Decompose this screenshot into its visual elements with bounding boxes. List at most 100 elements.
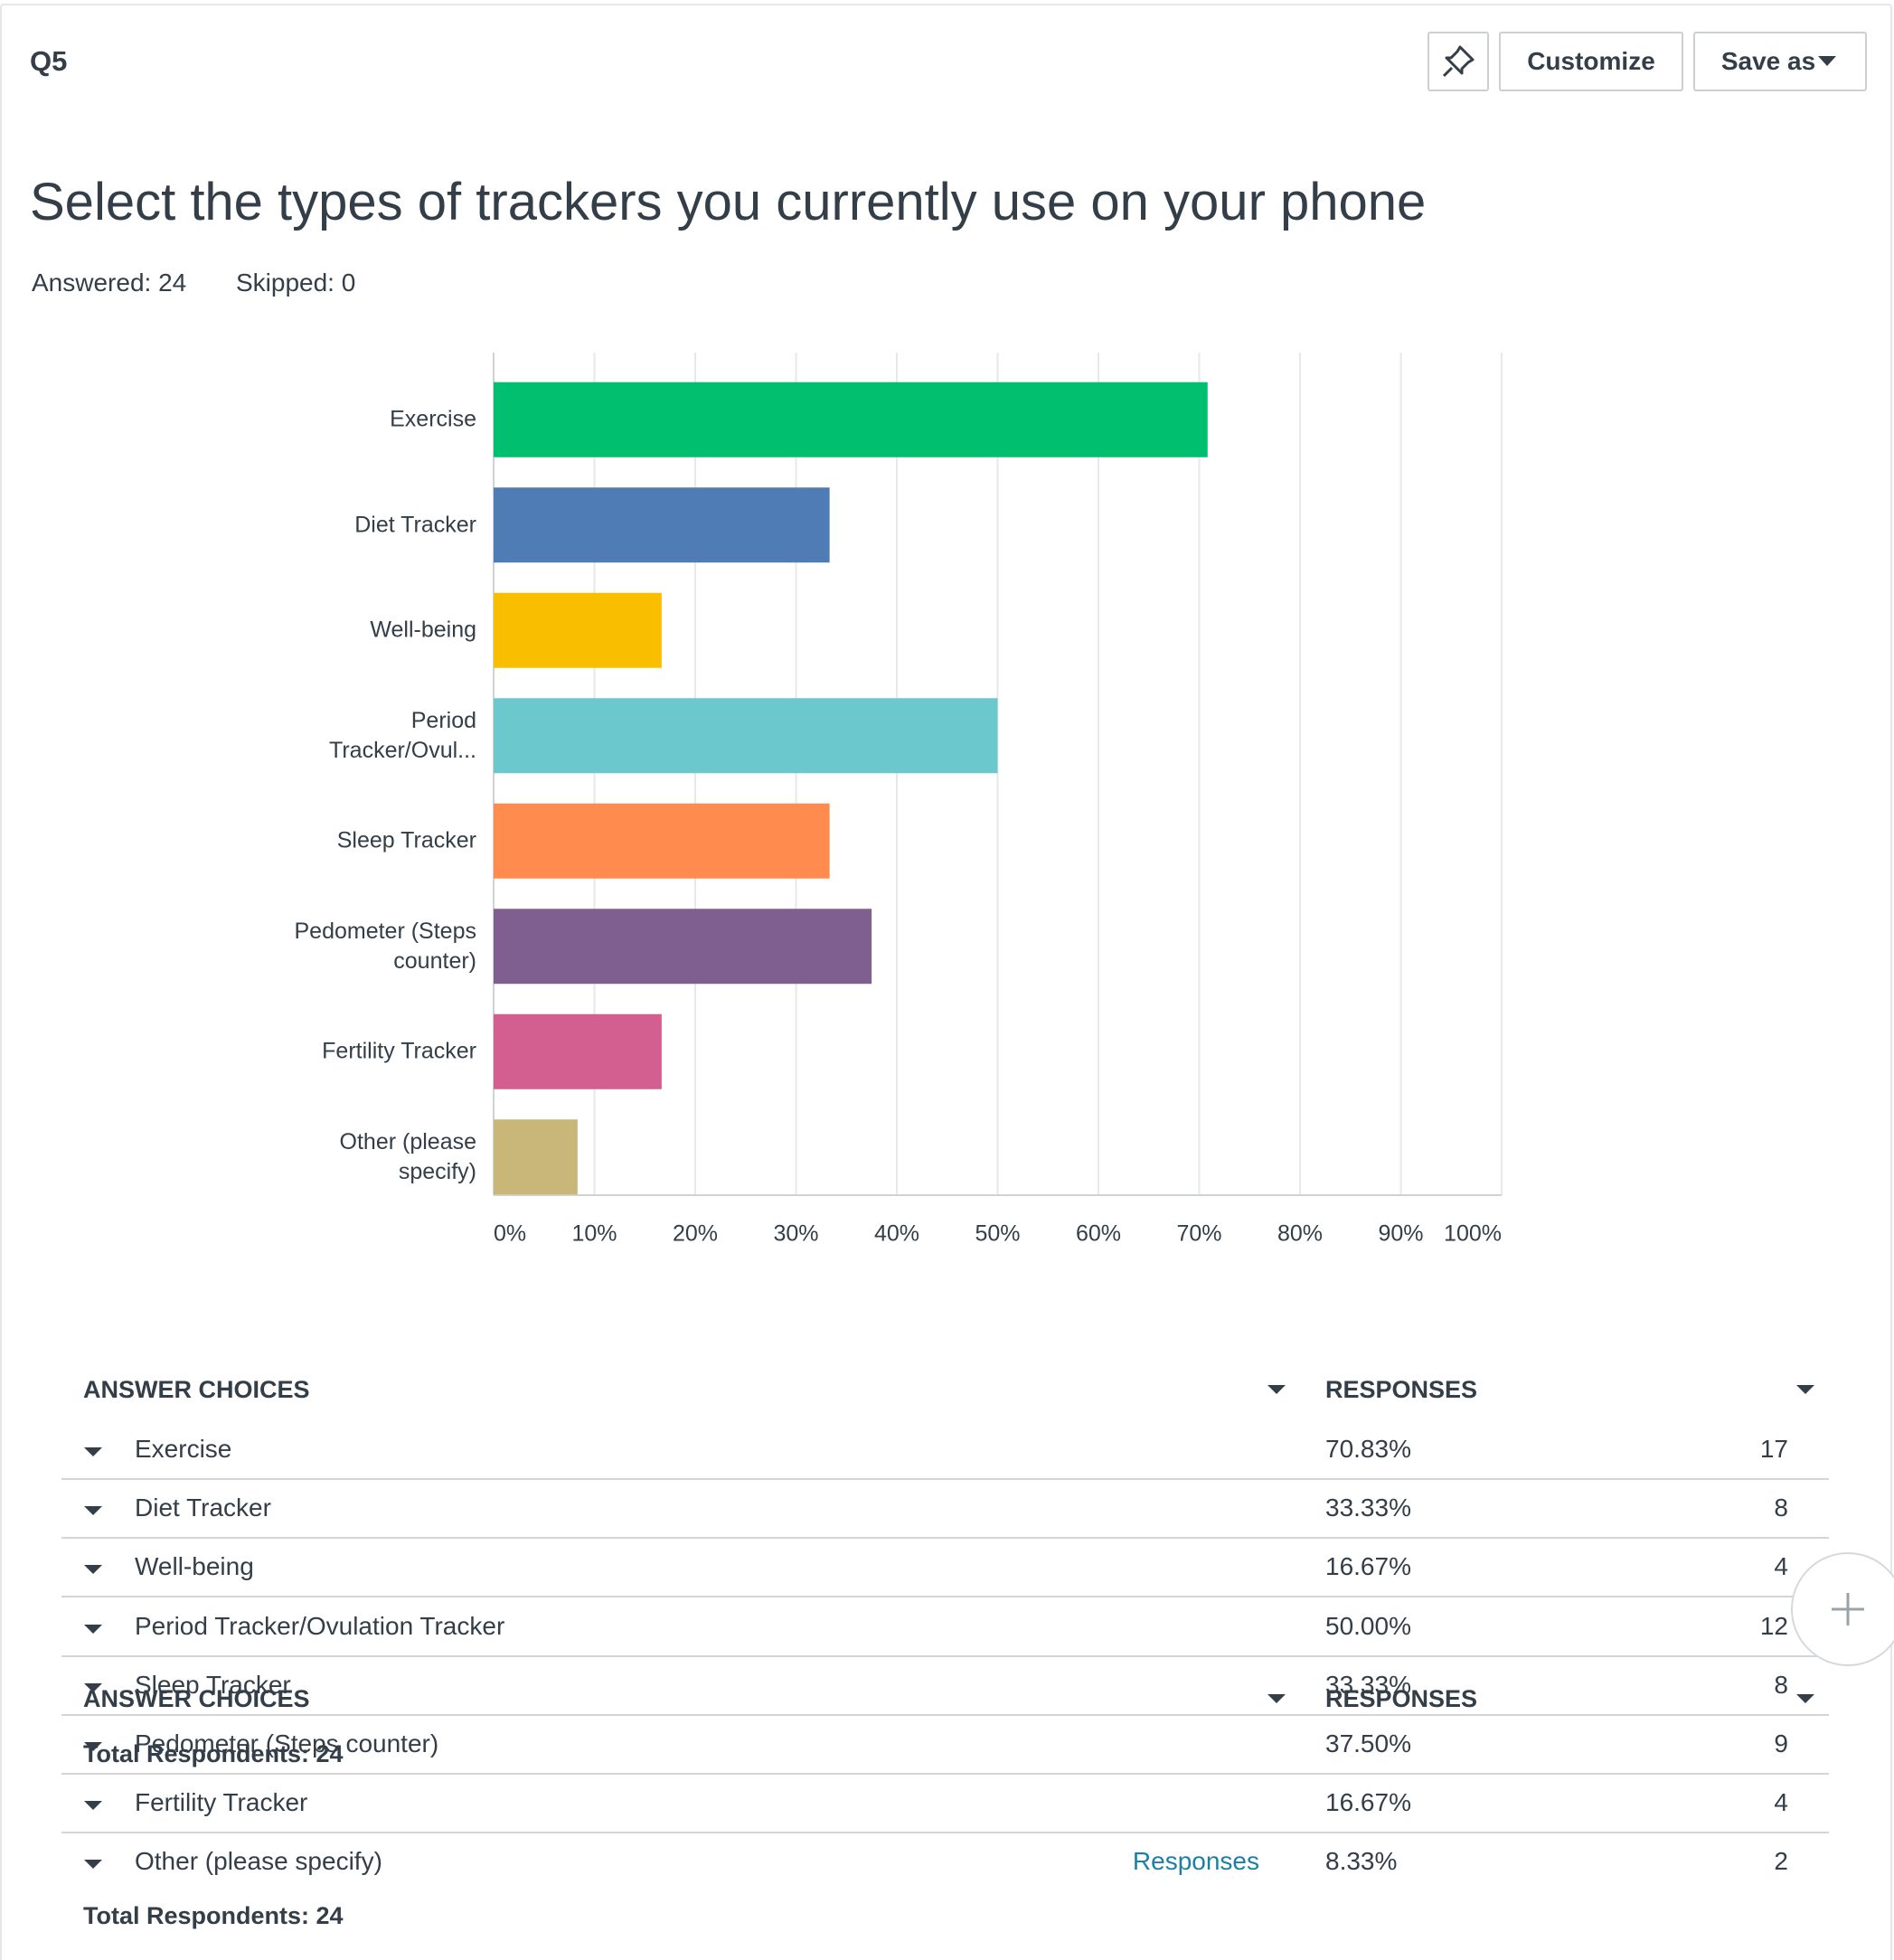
- sort-arrow[interactable]: [1266, 1383, 1287, 1396]
- bar: [494, 1013, 662, 1089]
- row-divider: [61, 1654, 1829, 1657]
- expand-arrow[interactable]: [82, 1504, 104, 1517]
- response-count: 8: [1774, 1670, 1788, 1699]
- expand-arrow[interactable]: [82, 1563, 104, 1576]
- response-count: 17: [1759, 1435, 1788, 1463]
- response-percent: 16.67%: [1325, 1788, 1411, 1817]
- arrow-shape: [84, 1682, 102, 1692]
- bar: [494, 698, 998, 774]
- bar: [494, 382, 1208, 457]
- arrow-shape: [84, 1801, 102, 1811]
- response-count: 9: [1774, 1729, 1788, 1757]
- response-percent: 50.00%: [1325, 1611, 1411, 1640]
- pin-icon: [1442, 45, 1475, 78]
- expand-arrow[interactable]: [82, 1682, 104, 1694]
- column-header: RESPONSES: [1325, 1685, 1478, 1712]
- answer-choice: Sleep Tracker: [135, 1670, 291, 1699]
- x-tick-label: 80%: [1277, 1221, 1323, 1247]
- customize-button[interactable]: Customize: [1499, 32, 1683, 91]
- x-tick-label: 50%: [975, 1221, 1020, 1247]
- answer-choice: Exercise: [135, 1435, 232, 1463]
- row-divider: [61, 1832, 1829, 1834]
- sort-arrow[interactable]: [1795, 1383, 1816, 1396]
- response-percent: 33.33%: [1325, 1670, 1411, 1699]
- y-tick-label: Other (please specify): [339, 1128, 476, 1184]
- expand-arrow[interactable]: [82, 1623, 104, 1635]
- y-tick-label: Sleep Tracker: [336, 827, 476, 853]
- arrow-shape: [84, 1447, 102, 1456]
- answer-choice: Pedometer (Steps counter): [135, 1729, 439, 1757]
- question-number: Q5: [30, 45, 68, 77]
- bar: [494, 1119, 578, 1195]
- x-tick-label: 60%: [1076, 1221, 1121, 1247]
- x-tick-label: 40%: [874, 1221, 919, 1247]
- card-border: [0, 4, 1892, 1960]
- row-divider: [61, 1596, 1829, 1598]
- y-tick-label: Exercise: [390, 406, 476, 432]
- expand-arrow[interactable]: [82, 1446, 104, 1458]
- response-count: 8: [1774, 1494, 1788, 1522]
- answer-choice: Period Tracker/Ovulation Tracker: [135, 1611, 505, 1640]
- expand-arrow[interactable]: [82, 1858, 104, 1870]
- sort-arrow[interactable]: [1795, 1692, 1816, 1705]
- skipped-count: Skipped: 0: [236, 269, 356, 297]
- response-count: 4: [1774, 1788, 1788, 1817]
- response-percent: 16.67%: [1325, 1552, 1411, 1581]
- total-respondents: Total Respondents: 24: [83, 1740, 344, 1767]
- sort-arrow[interactable]: [1266, 1692, 1287, 1705]
- y-tick-label: Fertility Tracker: [322, 1038, 476, 1064]
- x-tick-label: 0%: [494, 1221, 526, 1247]
- y-tick-label: Period Tracker/Ovul...: [329, 707, 476, 763]
- save-as-button[interactable]: Save as: [1693, 32, 1867, 91]
- question-title: Select the types of trackers you current…: [30, 173, 1427, 231]
- answer-choice: Fertility Tracker: [135, 1788, 308, 1817]
- response-percent: 70.83%: [1325, 1435, 1411, 1463]
- row-divider: [61, 1537, 1829, 1540]
- y-tick-label: Pedometer (Steps counter): [294, 918, 477, 974]
- arrow-shape: [84, 1565, 102, 1575]
- dropdown-arrow: [1818, 56, 1837, 66]
- bar: [494, 487, 830, 563]
- row-divider: [61, 1773, 1829, 1775]
- x-tick-label: 100%: [1444, 1221, 1502, 1247]
- arrow-shape: [84, 1624, 102, 1634]
- row-divider: [61, 1478, 1829, 1480]
- bar: [494, 592, 662, 668]
- arrow-shape: [1796, 1694, 1814, 1703]
- response-percent: 8.33%: [1325, 1847, 1398, 1876]
- response-percent: 33.33%: [1325, 1494, 1411, 1522]
- save-as-label: Save as: [1720, 47, 1816, 75]
- answer-choice: Other (please specify): [135, 1847, 382, 1876]
- x-tick-label: 30%: [773, 1221, 818, 1247]
- expand-arrow[interactable]: [82, 1740, 104, 1753]
- response-count: 4: [1774, 1552, 1788, 1581]
- answer-choice: Well-being: [135, 1552, 254, 1581]
- arrow-shape: [84, 1742, 102, 1751]
- answer-choice: Diet Tracker: [135, 1494, 271, 1522]
- x-tick-label: 70%: [1176, 1221, 1221, 1247]
- answered-count: Answered: 24: [32, 269, 187, 297]
- pin-button[interactable]: [1428, 32, 1489, 91]
- y-tick-label: Well-being: [370, 617, 476, 643]
- bar-chart: 0% 10% 20% 30% 40% 50% 60% 70% 80% 90% 100%: [493, 353, 1503, 1247]
- floating-add-button[interactable]: [1772, 1537, 1894, 1691]
- arrow-shape: [1267, 1694, 1286, 1703]
- bar: [494, 803, 830, 879]
- total-respondents: Total Respondents: 24: [83, 1902, 344, 1929]
- column-header: ANSWER CHOICES: [83, 1685, 310, 1712]
- y-tick-label: Diet Tracker: [354, 512, 476, 538]
- response-percent: 37.50%: [1325, 1729, 1411, 1757]
- arrow-shape: [84, 1860, 102, 1870]
- arrow-shape: [1796, 1385, 1814, 1394]
- row-divider: [61, 1713, 1829, 1716]
- responses-link[interactable]: Responses: [1132, 1847, 1259, 1876]
- response-count: 2: [1774, 1847, 1788, 1876]
- x-tick-label: 20%: [673, 1221, 718, 1247]
- arrow-shape: [84, 1506, 102, 1516]
- column-header: RESPONSES: [1325, 1376, 1478, 1403]
- column-header: ANSWER CHOICES: [83, 1376, 310, 1403]
- expand-arrow[interactable]: [82, 1799, 104, 1812]
- bar: [494, 909, 872, 985]
- x-tick-label: 10%: [571, 1221, 617, 1247]
